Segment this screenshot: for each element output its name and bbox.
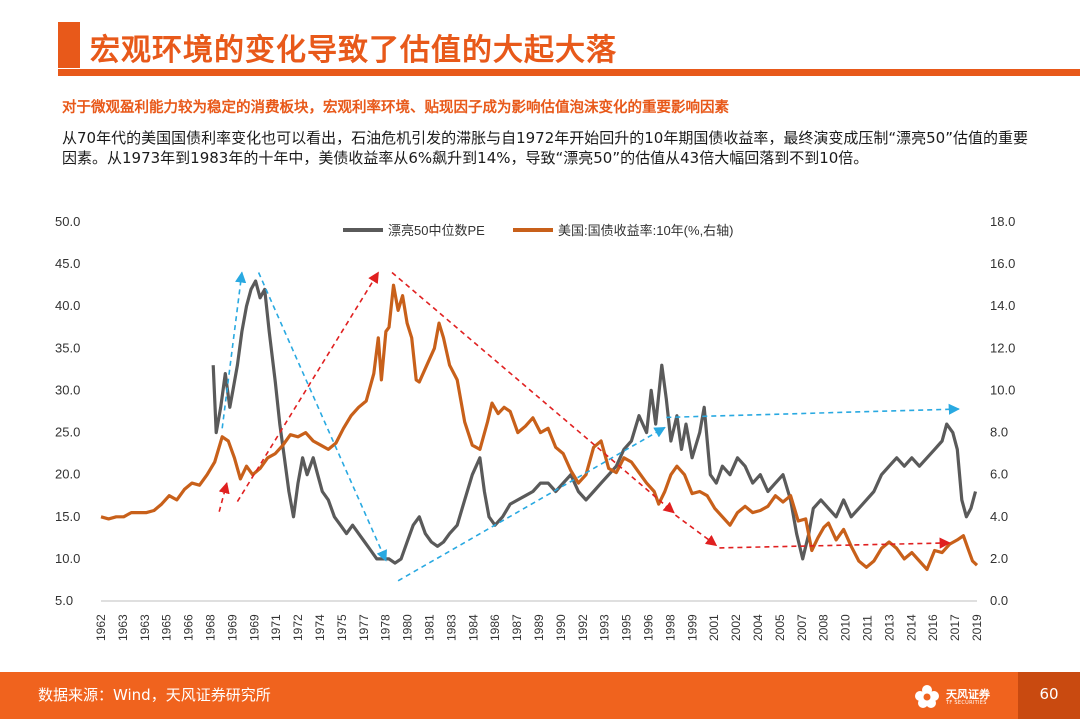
x-axis-tick-label: 1962 (94, 614, 108, 641)
x-axis-tick-label: 1990 (554, 614, 568, 641)
page-subtitle: 对于微观盈利能力较为稳定的消费板块，宏观利率环境、贴现因子成为影响估值泡沫变化的… (62, 100, 729, 116)
left-axis-tick-label: 50.0 (55, 214, 80, 229)
dual-axis-line-chart: 5.010.015.020.025.030.035.040.045.050.0 … (55, 214, 1015, 641)
x-axis-tick-label: 1969 (247, 614, 261, 641)
red-trend-arrow (391, 271, 675, 514)
right-axis-tick-label: 16.0 (990, 256, 1015, 271)
left-y-axis: 5.0 10.0 15.0 20.0 25.0 30.0 35.0 40.0 45.0 50.0 (55, 214, 80, 608)
x-axis-tick-label: 1969 (225, 614, 239, 641)
right-axis-tick-label: 8.0 (990, 425, 1008, 440)
x-axis-tick-label: 2017 (948, 614, 962, 641)
blue-trend-arrow (397, 426, 666, 582)
left-axis-tick-label: 20.0 (55, 467, 80, 482)
chart-legend: 漂亮50中位数PE 美国:国债收益率:10年(%,右轴) (343, 223, 734, 238)
left-axis-tick-label: 35.0 (55, 340, 80, 355)
right-axis-tick-label: 2.0 (990, 551, 1008, 566)
x-axis-tick-label: 2001 (707, 614, 721, 641)
x-axis-tick-label: 2010 (839, 614, 853, 641)
logo-text: 天风证券 (946, 688, 990, 701)
x-axis-tick-label: 2004 (751, 614, 765, 641)
left-axis-tick-label: 25.0 (55, 425, 80, 440)
tf-securities-flower-icon (915, 685, 939, 708)
x-axis-tick-label: 1998 (663, 614, 677, 641)
x-axis-tick-label: 1975 (335, 614, 349, 641)
x-axis-tick-label: 2019 (970, 614, 984, 641)
left-axis-tick-label: 15.0 (55, 509, 80, 524)
right-axis-tick-label: 4.0 (990, 509, 1008, 524)
x-axis-tick-label: 1984 (466, 614, 480, 641)
legend-label: 美国:国债收益率:10年(%,右轴) (558, 223, 734, 238)
left-axis-tick-label: 30.0 (55, 382, 80, 397)
x-axis-tick-label: 2005 (773, 614, 787, 641)
x-axis-tick-label: 1992 (576, 614, 590, 641)
x-axis-tick-label: 1993 (598, 614, 612, 641)
right-y-axis: 0.0 2.0 4.0 6.0 8.0 10.0 12.0 14.0 16.0 18.0 (990, 214, 1015, 608)
red-trend-arrow (719, 537, 951, 549)
x-axis-tick-label: 2016 (926, 614, 940, 641)
x-axis-tick-label: 1983 (444, 614, 458, 641)
x-axis-tick-label: 1986 (488, 614, 502, 641)
right-axis-tick-label: 10.0 (990, 382, 1015, 397)
body-paragraph: 从70年代的美国国债利率变化也可以看出，石油危机引发的滞胀与自1972年开始回升… (62, 129, 1028, 167)
left-axis-tick-label: 5.0 (55, 593, 73, 608)
annotation-arrows (218, 271, 960, 582)
x-axis-tick-label: 1965 (160, 614, 174, 641)
logo-subtext: TF SECURITIES (946, 700, 987, 706)
x-axis-tick-label: 2014 (904, 614, 918, 641)
x-axis-tick-label: 2007 (795, 614, 809, 641)
x-axis-tick-label: 1995 (620, 614, 634, 641)
page-number-box: 60 (1018, 672, 1080, 719)
x-axis-tick-label: 1996 (642, 614, 656, 641)
x-axis-tick-label: 2008 (817, 614, 831, 641)
x-axis-tick-label: 1981 (423, 614, 437, 641)
legend-label: 漂亮50中位数PE (388, 223, 485, 238)
title-underline (58, 69, 1080, 76)
red-trend-arrow (218, 482, 230, 512)
x-axis-tick-label: 2013 (882, 614, 896, 641)
x-axis-tick-label: 1989 (532, 614, 546, 641)
red-trend-arrow (236, 271, 379, 503)
x-axis-tick-label: 1968 (204, 614, 218, 641)
left-axis-tick-label: 45.0 (55, 256, 80, 271)
red-trend-arrow (674, 514, 718, 547)
x-axis: 1962 1963 1963 1965 1966 1968 1969 1969 1971 1972… (94, 600, 984, 641)
brand-logo: 天风证券 TF SECURITIES (912, 680, 1012, 712)
left-axis-tick-label: 40.0 (55, 298, 80, 313)
right-axis-tick-label: 14.0 (990, 298, 1015, 313)
footer-bar: 数据来源：Wind，天风证券研究所 天风证券 TF SECURITIES 60 (0, 672, 1080, 719)
series-layer (100, 279, 979, 571)
right-axis-tick-label: 12.0 (990, 340, 1015, 355)
x-axis-tick-label: 1999 (685, 614, 699, 641)
right-axis-tick-label: 0.0 (990, 593, 1008, 608)
blue-trend-arrow (666, 403, 960, 419)
x-axis-tick-label: 1963 (116, 614, 130, 641)
blue-trend-arrow (257, 272, 387, 562)
x-axis-tick-label: 1972 (291, 614, 305, 641)
x-axis-tick-label: 2011 (861, 615, 875, 641)
right-axis-tick-label: 18.0 (990, 214, 1015, 229)
title-accent-bar (58, 22, 80, 68)
data-source-note: 数据来源：Wind，天风证券研究所 (38, 686, 271, 704)
x-axis-tick-label: 1977 (357, 614, 371, 641)
blue-trend-arrow (221, 271, 247, 429)
x-axis-tick-label: 1963 (138, 614, 152, 641)
page-title: 宏观环境的变化导致了估值的大起大落 (90, 33, 617, 68)
x-axis-tick-label: 1974 (313, 614, 327, 641)
right-axis-tick-label: 6.0 (990, 467, 1008, 482)
left-axis-tick-label: 10.0 (55, 551, 80, 566)
x-axis-tick-label: 2002 (729, 614, 743, 641)
x-axis-tick-label: 1971 (269, 614, 283, 641)
page-number: 60 (1039, 685, 1059, 703)
pe-series-line (211, 279, 978, 565)
x-axis-tick-label: 1980 (401, 614, 415, 641)
x-axis-tick-label: 1978 (379, 614, 393, 641)
x-axis-tick-label: 1966 (182, 614, 196, 641)
yield-series-line (100, 283, 979, 571)
x-axis-tick-label: 1987 (510, 614, 524, 641)
